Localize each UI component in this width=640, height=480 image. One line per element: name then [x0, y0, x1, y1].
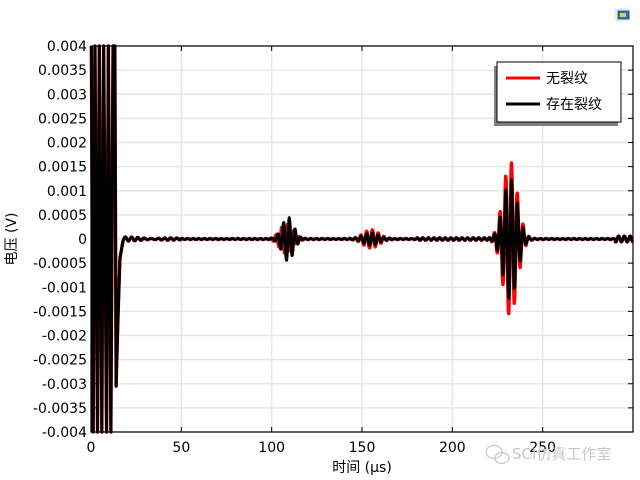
y-tick-label: 0 [78, 232, 87, 248]
y-tick-label: -0.0025 [33, 353, 87, 369]
watermark-text: SCI仿真工作室 [512, 445, 611, 463]
watermark: SCI仿真工作室 [485, 444, 611, 465]
axis-ticks [90, 45, 633, 433]
y-tick-label: 0.004 [47, 39, 87, 55]
y-axis-title: 电压 (V) [4, 213, 20, 266]
y-tick-label: -0.003 [42, 377, 87, 393]
y-tick-label: -0.004 [42, 425, 87, 441]
x-tick-label: 250 [529, 440, 556, 456]
y-tick-label: 0.0035 [38, 63, 87, 79]
y-tick-label: -0.001 [42, 280, 87, 296]
wechat-icon [485, 444, 510, 465]
x-tick-label: 200 [439, 440, 466, 456]
export-image-icon[interactable] [614, 7, 632, 23]
x-tick-label: 150 [349, 440, 376, 456]
plot-series [89, 44, 635, 434]
legend-label-no-crack: 无裂纹 [546, 71, 588, 87]
x-tick-label: 0 [87, 440, 96, 456]
y-tick-label: 0.0015 [38, 160, 87, 176]
y-tick-label: 0.002 [47, 136, 87, 152]
series-line-with-crack [89, 44, 635, 434]
y-tick-label: -0.0035 [33, 401, 87, 417]
y-tick-label: -0.0005 [33, 256, 87, 272]
y-axis-tick-labels: 0.004 0.0035 0.003 0.0025 0.002 0.0015 0.001 0.… [33, 39, 87, 441]
y-tick-label: 0.001 [47, 184, 87, 200]
x-tick-label: 50 [172, 440, 190, 456]
legend-label-with-crack: 存在裂纹 [546, 97, 602, 113]
legend-box [496, 61, 622, 123]
legend: 无裂纹 存在裂纹 [494, 61, 622, 126]
y-tick-label: 0.0005 [38, 208, 87, 224]
x-axis-title: 时间 (µs) [332, 460, 392, 476]
x-tick-label: 100 [258, 440, 285, 456]
y-tick-label: 0.003 [47, 87, 87, 103]
y-tick-label: -0.0015 [33, 304, 87, 320]
y-tick-label: 0.0025 [38, 111, 87, 127]
x-axis-tick-labels: 0 50 100 150 200 250 [87, 440, 556, 456]
y-tick-label: -0.002 [42, 329, 87, 345]
